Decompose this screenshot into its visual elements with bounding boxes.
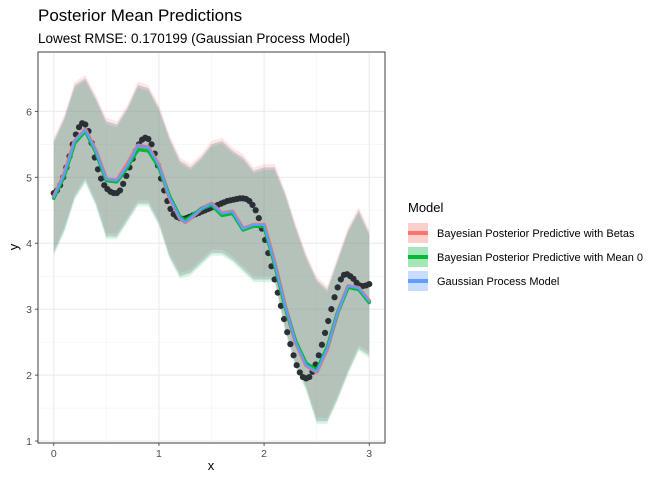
chart-title: Posterior Mean Predictions — [38, 6, 242, 25]
observed-point — [290, 352, 297, 359]
observed-point — [366, 280, 373, 288]
observed-point — [334, 284, 341, 291]
observed-point — [249, 201, 256, 209]
y-tick-label: 3 — [26, 304, 32, 316]
observed-point — [325, 317, 332, 325]
y-tick-label: 1 — [26, 436, 32, 448]
observed-point — [167, 205, 174, 213]
y-tick-label: 5 — [26, 172, 32, 184]
observed-point — [318, 341, 326, 348]
observed-point — [120, 180, 127, 187]
x-axis-title: x — [208, 458, 215, 473]
x-tick-label: 1 — [156, 448, 162, 460]
observed-point — [145, 135, 152, 143]
observed-point — [148, 141, 155, 148]
series-line — [52, 128, 371, 373]
y-axis-ticks: 1 2 3 4 5 6 — [26, 106, 38, 448]
x-tick-label: 2 — [261, 448, 267, 460]
y-tick-label: 4 — [26, 238, 32, 250]
observed-point — [94, 166, 102, 173]
observed-point — [97, 175, 105, 182]
observed-point — [252, 207, 259, 214]
band-gp — [53, 78, 370, 422]
chart-subtitle: Lowest RMSE: 0.170199 (Gaussian Process … — [38, 31, 350, 46]
observed-point — [116, 187, 124, 194]
y-tick-label: 2 — [26, 370, 32, 382]
observed-point — [306, 373, 313, 381]
grid-lines — [38, 52, 385, 443]
observed-point — [331, 294, 338, 301]
legend-label: Gaussian Process Model — [437, 276, 559, 288]
observed-point — [328, 306, 335, 313]
series-lines — [51, 127, 372, 374]
observed-point — [274, 289, 281, 296]
observed-point — [280, 315, 288, 323]
observed-point — [123, 172, 130, 180]
observed-point — [337, 276, 344, 283]
panel-border — [37, 51, 386, 444]
observed-point — [287, 340, 294, 348]
observed-point — [321, 329, 329, 336]
y-axis-title: y — [6, 243, 21, 250]
observed-point — [315, 352, 322, 359]
legend-label: Bayesian Posterior Predictive with Betas — [437, 228, 635, 240]
observed-point — [255, 215, 262, 222]
legend: Model Bayesian Posterior Predictive with… — [408, 200, 643, 291]
observed-point — [284, 329, 291, 336]
legend-label: Bayesian Posterior Predictive with Mean … — [437, 252, 643, 264]
observed-point — [296, 369, 303, 376]
x-axis-ticks: 0 1 2 3 — [51, 443, 372, 460]
x-tick-label: 0 — [51, 448, 57, 460]
observed-point — [293, 362, 300, 369]
observed-point — [82, 121, 89, 128]
legend-title: Model — [408, 200, 444, 215]
x-tick-label: 3 — [366, 448, 372, 460]
observed-point — [277, 302, 284, 309]
band-mean0 — [53, 81, 370, 424]
y-tick-label: 6 — [26, 106, 32, 118]
